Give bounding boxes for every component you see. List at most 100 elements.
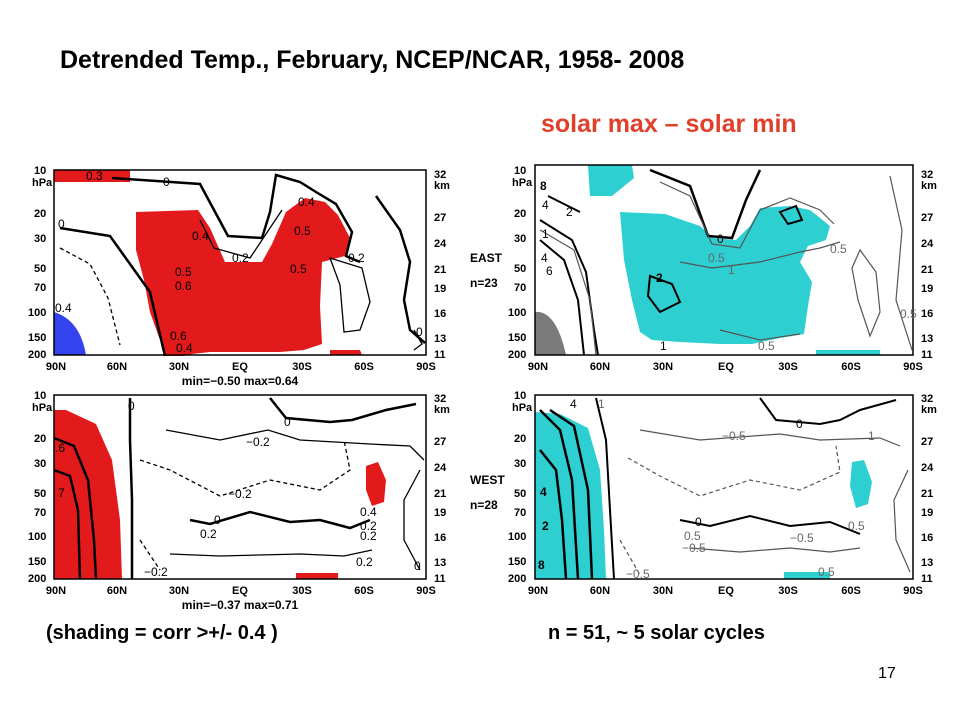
slide-subtitle: solar max – solar min xyxy=(541,110,797,138)
stats-label: min=−0.37 max=0.71 xyxy=(182,598,299,612)
y-tick-label: 24 xyxy=(434,462,447,474)
contour-label: 4 xyxy=(541,251,548,265)
y-tick-label: 32 xyxy=(434,393,446,405)
contour-line xyxy=(165,429,425,461)
group-label-west: WEST xyxy=(470,473,505,487)
contour-line xyxy=(111,173,361,264)
y-tick-label: 200 xyxy=(28,573,46,585)
contour-label: 0.3 xyxy=(86,169,103,183)
contour-labels: 0.3 0 0.4 0.5 0.4 0.2 0.5 0.6 0.5 0.2 0.… xyxy=(55,169,423,355)
left-axis: 10 hPa 20 30 50 70 100 150 200 xyxy=(28,165,53,361)
y-tick-label: 24 xyxy=(921,238,934,250)
y-tick-label: 100 xyxy=(508,531,526,543)
page-number: 17 xyxy=(878,665,896,682)
y-tick-label: 70 xyxy=(34,507,46,519)
contour-label: −0.2 xyxy=(228,487,252,501)
group-label-east: EAST xyxy=(470,251,503,265)
diff-positive-region xyxy=(784,572,830,579)
contour-label: 8 xyxy=(538,558,545,572)
x-tick-label: 30S xyxy=(292,585,312,597)
contour-line xyxy=(549,408,594,580)
contour-label: −0.5 xyxy=(626,567,650,581)
x-tick-label: 30S xyxy=(292,361,312,373)
contour-label: 0 xyxy=(128,399,135,413)
contour-label: 0 xyxy=(414,559,421,573)
diff-positive-region xyxy=(588,165,634,196)
x-tick-label: 90N xyxy=(46,585,66,597)
y-tick-label: 50 xyxy=(514,488,526,500)
y-tick-label: 10 xyxy=(514,165,526,177)
corr-positive-region xyxy=(366,462,386,506)
contour-label: 0.5 xyxy=(175,265,192,279)
contour-label: 0 xyxy=(214,513,221,527)
contour-line xyxy=(413,329,423,351)
contour-line xyxy=(649,168,762,240)
contour-line xyxy=(719,329,801,341)
contour-label: 0.5 xyxy=(758,339,775,353)
contour-label: 7 xyxy=(58,486,65,500)
contour-label: 0 xyxy=(717,232,724,246)
y-tick-label: 200 xyxy=(508,573,526,585)
diff-negative-region xyxy=(535,311,566,355)
y-tick-label: 100 xyxy=(28,531,46,543)
contour-label: 0.5 xyxy=(294,224,311,238)
contour-line xyxy=(893,469,911,573)
contour-label: 0.2 xyxy=(200,527,217,541)
y-tick-label: 27 xyxy=(921,436,933,448)
x-tick-label: EQ xyxy=(718,585,734,597)
y-tick-label: 20 xyxy=(514,208,526,220)
y-tick-label: 21 xyxy=(921,488,933,500)
corr-negative-region xyxy=(54,312,86,355)
contour-label: 0 xyxy=(695,515,702,529)
y-tick-label: 19 xyxy=(921,507,933,519)
y-tick-label: 10 xyxy=(34,390,46,402)
contour-labels: 8 4 2 1 4 6 2 0 0.5 1 0.5 0.5 1 0.5 xyxy=(540,179,917,353)
y-tick-label: 100 xyxy=(508,307,526,319)
y-tick-label: 150 xyxy=(28,556,46,568)
corr-positive-region xyxy=(54,170,130,182)
x-tick-label: 30N xyxy=(653,361,673,373)
y-tick-label: 70 xyxy=(514,282,526,294)
y-tick-label: 27 xyxy=(434,436,446,448)
y-tick-label: 32 xyxy=(921,393,933,405)
contour-label: 0.6 xyxy=(175,279,192,293)
stats-label: min=−0.50 max=0.64 xyxy=(182,374,299,388)
contour-label: 0.2 xyxy=(232,251,249,265)
contour-label: .6 xyxy=(55,441,65,455)
contour-label: 0.5 xyxy=(848,519,865,533)
y-tick-label: 13 xyxy=(434,333,446,345)
right-axis: 32 km 27 24 21 19 16 13 11 xyxy=(434,169,450,361)
y-tick-label: 16 xyxy=(921,308,933,320)
contour-label: 6 xyxy=(546,264,553,278)
y-tick-label: 19 xyxy=(921,283,933,295)
x-tick-label: 90N xyxy=(528,361,548,373)
contour-label: 0.4 xyxy=(176,341,193,355)
y-tick-label: 11 xyxy=(921,349,933,361)
panel-top-left: 0.3 0 0.4 0.5 0.4 0.2 0.5 0.6 0.5 0.2 0.… xyxy=(28,165,450,388)
x-tick-label: EQ xyxy=(232,361,248,373)
contour-label: 0.5 xyxy=(290,262,307,276)
x-axis: 90N 60N 30N EQ 30S 60S 90S xyxy=(528,585,923,597)
y-tick-label: 30 xyxy=(34,233,46,245)
right-axis: 32 km 27 24 21 19 16 13 11 xyxy=(434,393,450,585)
y-tick-label: 150 xyxy=(508,332,526,344)
group-n-east: n=23 xyxy=(470,276,498,290)
contour-label: −0.5 xyxy=(722,429,746,443)
y-tick-label: 11 xyxy=(921,573,933,585)
x-tick-label: EQ xyxy=(232,585,248,597)
x-tick-label: 90S xyxy=(903,361,923,373)
contour-label: 0.5 xyxy=(830,242,847,256)
contour-line xyxy=(679,241,841,269)
y-tick-label: 19 xyxy=(434,507,446,519)
y-tick-label: 21 xyxy=(434,264,446,276)
y-tick-label: 100 xyxy=(28,307,46,319)
contour-label: 0 xyxy=(163,175,170,189)
x-tick-label: 90S xyxy=(416,585,436,597)
y-tick-label: 70 xyxy=(514,507,526,519)
contour-label: 1 xyxy=(868,429,875,443)
x-tick-label: 30N xyxy=(169,361,189,373)
contour-line xyxy=(889,175,913,351)
y-tick-label: 150 xyxy=(508,556,526,568)
x-tick-label: 30S xyxy=(778,585,798,597)
